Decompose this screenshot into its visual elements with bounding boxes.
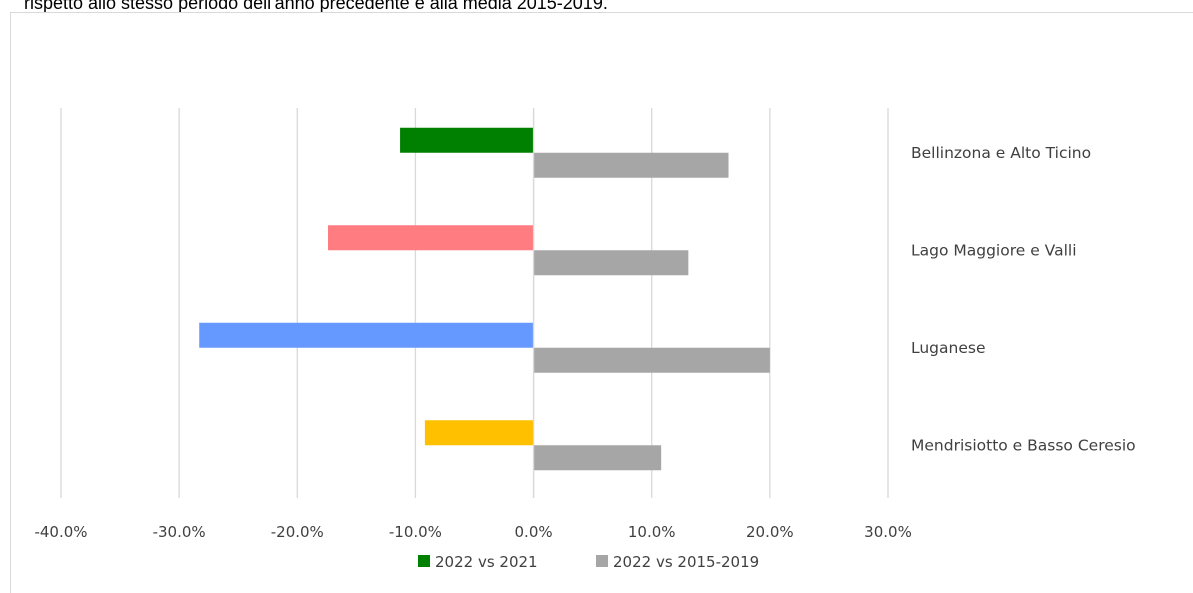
bar-vs-2021-0 bbox=[400, 127, 534, 153]
x-tick-label: -10.0% bbox=[389, 523, 442, 541]
bar-vs-2021-1 bbox=[328, 225, 534, 251]
category-label: Mendrisiotto e Basso Ceresio bbox=[911, 436, 1136, 454]
x-tick-label: -40.0% bbox=[34, 523, 87, 541]
bar-vs-2021-2 bbox=[199, 322, 534, 348]
x-tick-labels: -40.0% -30.0% -20.0% -10.0% 0.0% 10.0% 20.0% 30… bbox=[34, 523, 911, 541]
bar-vs-2021-3 bbox=[424, 420, 534, 446]
legend-swatch bbox=[418, 555, 430, 567]
chart-frame bbox=[10, 12, 1193, 593]
bar-vs-2015-2019-1 bbox=[533, 250, 689, 276]
legend-label: 2022 vs 2021 bbox=[435, 553, 538, 571]
legend-label: 2022 vs 2015-2019 bbox=[613, 553, 759, 571]
x-tick-label: 0.0% bbox=[515, 523, 553, 541]
legend-swatch bbox=[596, 555, 608, 567]
x-tick-label: 30.0% bbox=[864, 523, 912, 541]
category-labels: Bellinzona e Alto Ticino Lago Maggiore e … bbox=[911, 144, 1136, 455]
category-label: Bellinzona e Alto Ticino bbox=[911, 144, 1091, 162]
x-tick-label: 10.0% bbox=[628, 523, 676, 541]
gridlines bbox=[60, 108, 889, 498]
intro-text: rispetto allo stesso periodo dell'anno p… bbox=[24, 0, 608, 13]
bar-vs-2015-2019-3 bbox=[533, 445, 662, 471]
bar-vs-2015-2019-0 bbox=[533, 152, 729, 178]
bar-vs-2015-2019-2 bbox=[533, 347, 770, 373]
x-tick-label: 20.0% bbox=[746, 523, 794, 541]
legend: 2022 vs 2021 2022 vs 2015-2019 bbox=[418, 553, 759, 571]
bars bbox=[199, 108, 770, 498]
category-label: Luganese bbox=[911, 339, 986, 357]
category-label: Lago Maggiore e Valli bbox=[911, 241, 1077, 259]
x-tick-label: -30.0% bbox=[153, 523, 206, 541]
x-tick-label: -20.0% bbox=[271, 523, 324, 541]
